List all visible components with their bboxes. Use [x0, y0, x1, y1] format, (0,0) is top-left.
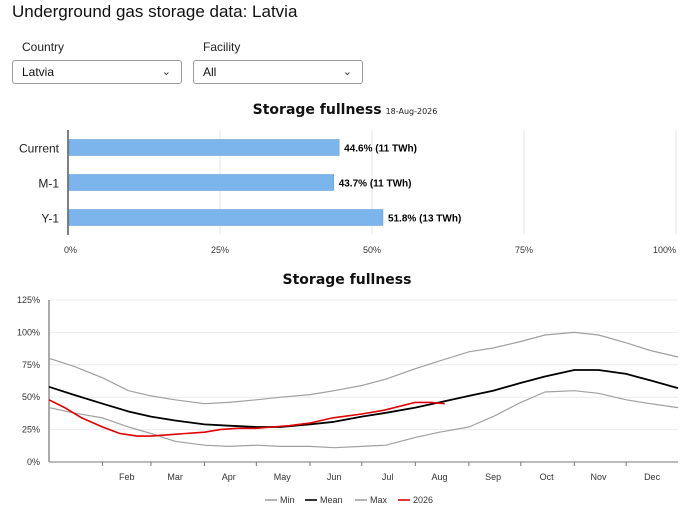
line-y-tick-label: 75% — [22, 360, 40, 370]
line-x-tick-label: Sep — [485, 472, 501, 482]
bar-x-tick-label: 0% — [64, 245, 77, 255]
legend-item: Min — [265, 495, 295, 505]
bar — [68, 174, 334, 191]
series-line-min — [48, 390, 679, 449]
line-x-tick-label: May — [274, 472, 292, 482]
line-x-tick-label: Oct — [540, 472, 555, 482]
facility-label: Facility — [203, 40, 241, 54]
facility-select-value: All — [203, 65, 217, 79]
line-x-tick-label: Jul — [382, 472, 394, 482]
legend-item: Mean — [305, 495, 343, 505]
chevron-down-icon: ⌄ — [342, 66, 352, 78]
legend-label: 2026 — [413, 495, 433, 505]
country-label: Country — [22, 40, 65, 54]
line-x-tick-label: Aug — [432, 472, 448, 482]
line-y-tick-label: 0% — [27, 457, 40, 467]
bar-x-tick-label: 50% — [363, 245, 381, 255]
bar-chart-title: Storage fullness 18-Aug-2026 — [0, 102, 690, 118]
bar-data-label: 44.6% (11 TWh) — [344, 144, 417, 155]
legend-label: Min — [280, 495, 295, 505]
country-select[interactable]: Latvia ⌄ — [12, 60, 182, 84]
bar-data-label: 51.8% (13 TWh) — [388, 214, 461, 225]
legend-item: Max — [355, 495, 388, 505]
bar-x-tick-label: 25% — [211, 245, 229, 255]
line-y-tick-label: 25% — [22, 425, 40, 435]
bar-data-label: 43.7% (11 TWh) — [339, 179, 412, 190]
line-x-tick-label: Dec — [644, 472, 661, 482]
facility-select[interactable]: All ⌄ — [193, 60, 363, 84]
line-x-tick-label: Jun — [327, 472, 342, 482]
line-x-tick-label: Nov — [591, 472, 608, 482]
series-line-mean — [48, 369, 679, 428]
legend-label: Max — [370, 495, 388, 505]
legend-item: 2026 — [398, 495, 433, 505]
bar — [68, 139, 340, 156]
bar-category-label: Y-1 — [41, 212, 59, 226]
chevron-down-icon: ⌄ — [161, 66, 171, 78]
bar-category-label: Current — [19, 142, 60, 156]
bar-x-tick-label: 75% — [515, 245, 533, 255]
line-y-tick-label: 100% — [17, 327, 40, 337]
series-line-max — [48, 331, 679, 405]
bar-category-label: M-1 — [38, 177, 59, 191]
country-select-value: Latvia — [22, 65, 55, 79]
line-y-tick-label: 50% — [22, 392, 40, 402]
bar-x-tick-label: 100% — [653, 245, 676, 255]
bar-chart-title-text: Storage fullness — [252, 102, 382, 118]
line-y-tick-label: 125% — [17, 295, 40, 305]
line-x-tick-label: Mar — [167, 472, 183, 482]
series-line-2026 — [48, 399, 445, 437]
line-x-tick-label: Feb — [119, 472, 135, 482]
page-title: Underground gas storage data: Latvia — [12, 2, 298, 21]
line-x-tick-label: Apr — [222, 472, 236, 482]
line-chart-title: Storage fullness — [282, 272, 412, 288]
bar — [68, 209, 384, 226]
legend-label: Mean — [320, 495, 343, 505]
bar-chart-date: 18-Aug-2026 — [385, 107, 438, 116]
